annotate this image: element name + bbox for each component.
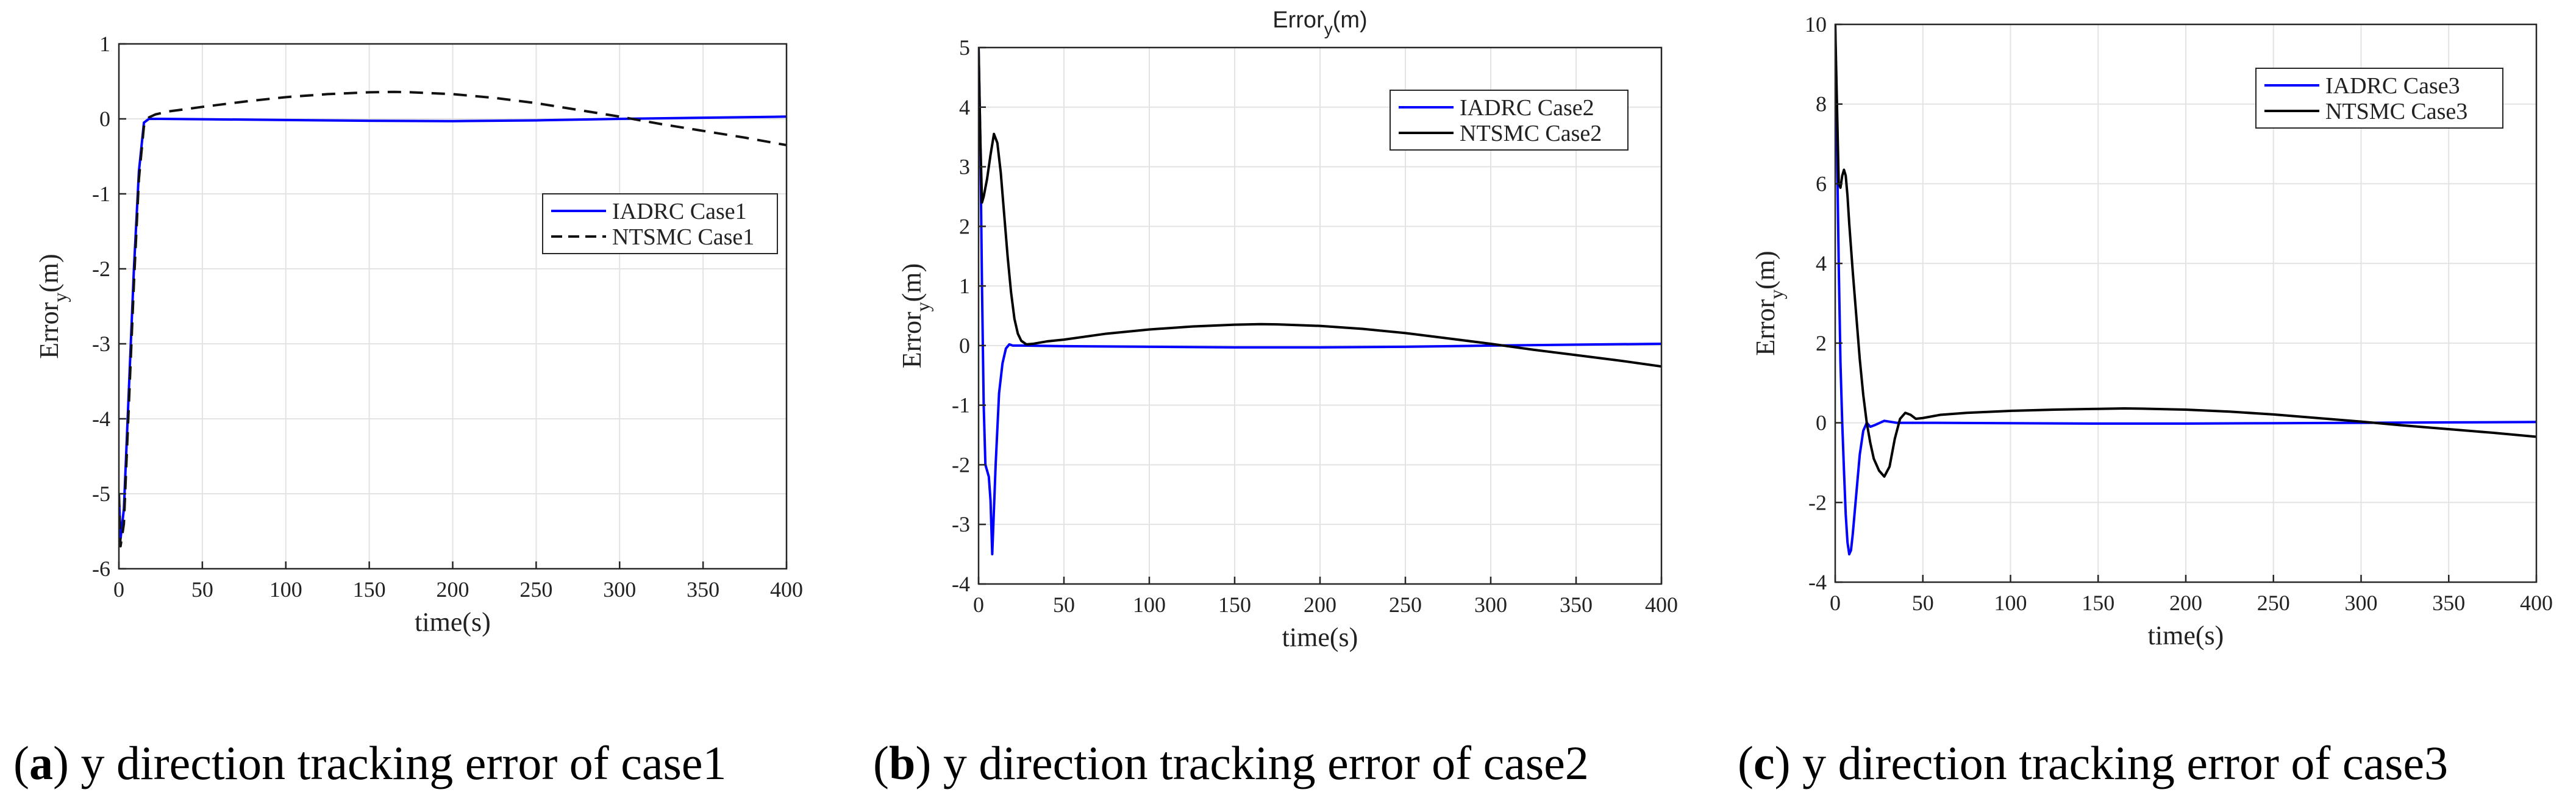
x-tick-label: 300 (603, 577, 636, 602)
y-tick-label: 10 (1805, 12, 1827, 37)
y-tick-label: 0 (99, 107, 110, 131)
x-tick-label: 200 (2169, 591, 2202, 615)
series-line-2 (119, 90, 787, 548)
x-tick-label: 250 (1389, 593, 1422, 617)
y-tick-label: -2 (1808, 490, 1827, 514)
x-tick-label: 250 (2257, 591, 2290, 615)
y-tick-label: -5 (92, 482, 110, 506)
x-tick-label: 400 (1645, 593, 1678, 617)
series-line-2 (1835, 24, 2536, 478)
y-axis-label: Errory(m) (1750, 251, 1787, 355)
x-tick-label: 100 (1994, 591, 2027, 615)
y-tick-label: -2 (92, 257, 110, 281)
y-tick-label: -3 (952, 512, 970, 536)
y-tick-label: 5 (959, 35, 970, 60)
x-tick-label: 50 (1912, 591, 1934, 615)
x-tick-label: 350 (1560, 593, 1593, 617)
y-tick-label: 2 (1816, 331, 1827, 355)
x-axis-label: time(s) (415, 607, 491, 637)
series-line-1 (1835, 24, 2536, 556)
x-tick-label: 400 (2520, 591, 2553, 615)
x-tick-label: 100 (269, 577, 302, 602)
x-tick-label: 300 (1474, 593, 1507, 617)
y-tick-label: 6 (1816, 171, 1827, 196)
x-tick-label: 0 (1830, 591, 1841, 615)
x-tick-label: 100 (1133, 593, 1166, 617)
legend-label: IADRC Case1 (612, 199, 747, 224)
legend-box (1390, 90, 1629, 151)
y-tick-label: 1 (99, 32, 110, 56)
y-tick-label: 1 (959, 274, 970, 298)
chart-panel-c: 0 50 100 150 200 250 300 350 400 -4 -2 0 2 4 6 8 10 time(… (1738, 12, 2553, 789)
x-tick-label: 50 (191, 577, 213, 602)
y-tick-label: -1 (92, 182, 110, 206)
series-line-1 (979, 48, 1661, 556)
y-tick-label: 2 (959, 214, 970, 238)
x-axis-label: time(s) (1282, 622, 1358, 652)
y-tick-label: -1 (952, 393, 970, 418)
y-tick-label: 0 (1816, 411, 1827, 435)
y-tick-label: -4 (952, 572, 970, 596)
legend-label: NTSMC Case3 (2325, 99, 2467, 124)
y-axis-label: Errory(m) (897, 263, 933, 368)
legend-box (2255, 68, 2503, 129)
panel-caption: (a) y direction tracking error of case1 (13, 736, 726, 789)
x-tick-label: 250 (519, 577, 552, 602)
y-tick-label: 4 (1816, 251, 1827, 276)
legend-label: IADRC Case3 (2325, 73, 2460, 99)
y-tick-label: 8 (1816, 92, 1827, 116)
y-tick-label: -2 (952, 452, 970, 477)
x-tick-label: 300 (2345, 591, 2378, 615)
x-tick-label: 400 (770, 577, 803, 602)
y-tick-label: 4 (959, 95, 970, 119)
legend-label: NTSMC Case2 (1460, 121, 1602, 146)
x-tick-label: 200 (1304, 593, 1336, 617)
legend-box (542, 193, 778, 254)
y-tick-label: 0 (959, 333, 970, 358)
x-tick-label: 200 (437, 577, 469, 602)
panel-title: Errory(m) (1272, 7, 1367, 38)
legend-label: IADRC Case2 (1460, 95, 1594, 121)
x-axis-label: time(s) (2148, 621, 2224, 650)
x-tick-label: 350 (2432, 591, 2465, 615)
x-tick-label: 150 (353, 577, 386, 602)
y-tick-label: -4 (1808, 570, 1827, 594)
legend-label: NTSMC Case1 (612, 224, 754, 250)
y-tick-label: -4 (92, 407, 110, 431)
y-axis-label: Errory(m) (34, 254, 71, 358)
y-tick-label: 3 (959, 155, 970, 179)
x-tick-label: 0 (973, 593, 984, 617)
x-tick-label: 150 (1218, 593, 1251, 617)
series-line-2 (979, 48, 1661, 368)
x-tick-label: 150 (2082, 591, 2114, 615)
y-tick-label: -6 (92, 557, 110, 581)
panel-caption: (c) y direction tracking error of case3 (1738, 736, 2448, 789)
chart-panel-b: 0 50 100 150 200 250 300 350 400 -4 -3 -2 -1 0 1 2 3 4 5 ti… (873, 7, 1678, 789)
x-tick-label: 350 (687, 577, 719, 602)
x-tick-label: 0 (113, 577, 124, 602)
chart-panel-a: 0 50 100 150 200 250 300 350 400 -6 -5 -4 -3 -2 -1 0 1 ti… (13, 32, 803, 789)
x-tick-label: 50 (1053, 593, 1075, 617)
panel-caption: (b) y direction tracking error of case2 (873, 736, 1589, 789)
y-tick-label: -3 (92, 332, 110, 356)
series-line-1 (119, 115, 787, 540)
